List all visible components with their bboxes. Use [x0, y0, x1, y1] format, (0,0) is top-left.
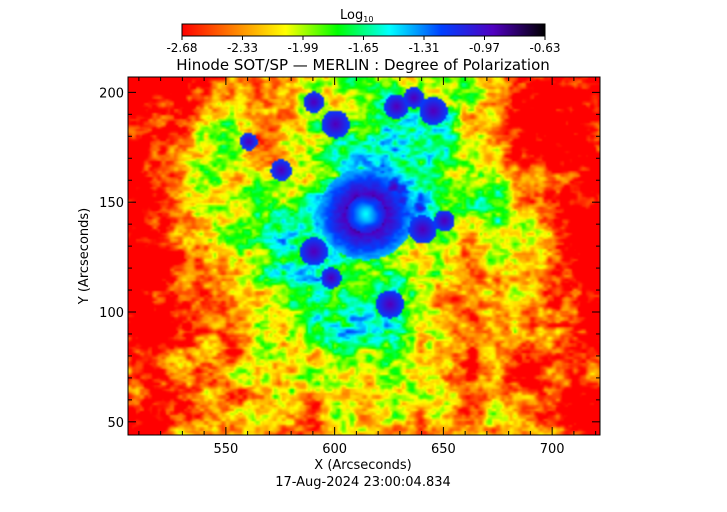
polarization-map: [128, 77, 600, 435]
plot-frame: [127, 76, 601, 436]
x-tick-label: 600: [322, 442, 347, 457]
timestamp: 17-Aug-2024 23:00:04.834: [275, 475, 451, 490]
x-tick-label: 700: [540, 442, 565, 457]
x-axis-label: X (Arcseconds): [314, 458, 411, 473]
colorbar-tick-label: -0.97: [469, 41, 500, 55]
colorbar-label: Log10: [340, 8, 373, 24]
y-axis-label: Y (Arcseconds): [77, 208, 92, 305]
colorbar-ticks: -2.68 -2.33 -1.99 -1.65 -1.31 -0.97 -0.63: [166, 36, 561, 55]
x-tick-label: 550: [213, 442, 238, 457]
colorbar-tick-label: -1.31: [408, 41, 439, 55]
colorbar: [181, 23, 546, 37]
colorbar-tick-label: -2.33: [227, 41, 258, 55]
y-tick-label: 50: [107, 416, 124, 431]
y-tick-label: 200: [99, 86, 124, 101]
chart-title: Hinode SOT/SP — MERLIN : Degree of Polar…: [176, 56, 550, 74]
colorbar-tick-label: -0.63: [529, 41, 560, 55]
y-tick-label: 150: [99, 196, 124, 211]
y-tick-label: 100: [99, 306, 124, 321]
colorbar-tick-label: -1.65: [348, 41, 379, 55]
colorbar-tick-label: -2.68: [166, 41, 197, 55]
y-axis-ticks: 50 100 150 200: [99, 86, 600, 431]
heatmap-image: [128, 77, 600, 435]
x-axis-ticks: 550 600 650 700: [138, 77, 597, 457]
colorbar-tick-label: -1.99: [287, 41, 318, 55]
x-tick-label: 650: [431, 442, 456, 457]
